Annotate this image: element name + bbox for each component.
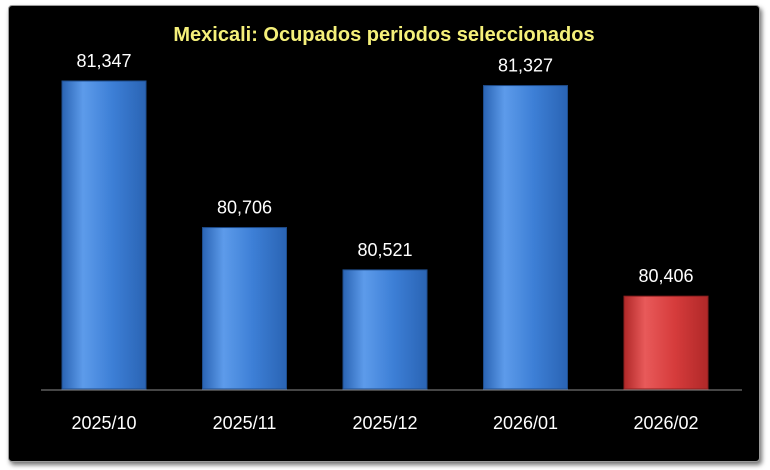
- value-label: 81,327: [498, 56, 553, 76]
- value-label: 80,706: [217, 198, 272, 218]
- chart-frame: Mexicali: Ocupados periodos seleccionado…: [8, 5, 760, 462]
- bar-2025-11: [202, 227, 287, 390]
- value-label: 80,521: [357, 240, 412, 260]
- bar-2026-01: [483, 85, 568, 390]
- value-label: 80,406: [638, 266, 693, 286]
- x-tick-label: 2026/01: [493, 413, 558, 433]
- x-tick-label: 2026/02: [633, 413, 698, 433]
- chart-title: Mexicali: Ocupados periodos seleccionado…: [173, 24, 595, 46]
- x-tick-label: 2025/10: [71, 413, 136, 433]
- value-label: 81,347: [76, 51, 131, 71]
- bar-2025-12: [342, 269, 428, 390]
- bar-chart-plot: 81,347 2025/10 80,706 2025/11 80,521 2025/12 8…: [41, 51, 742, 433]
- x-tick-label: 2025/12: [352, 413, 417, 433]
- x-tick-label: 2025/11: [213, 413, 277, 433]
- bar-2026-02: [623, 295, 709, 390]
- bar-2025-10: [61, 80, 147, 390]
